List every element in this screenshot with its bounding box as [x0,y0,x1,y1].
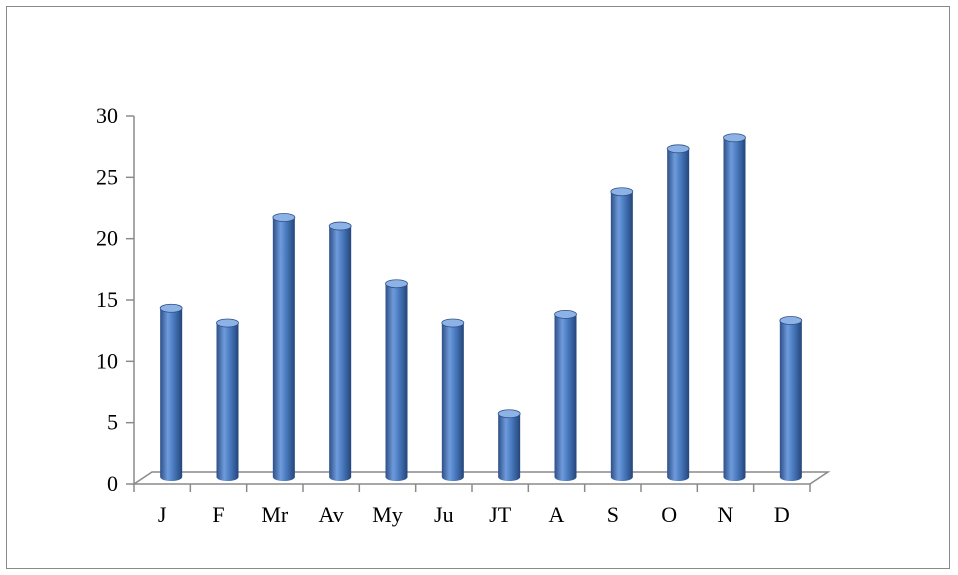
bar-Av [328,221,352,481]
bar-top-Mr [272,213,296,222]
x-tick-label-O: O [661,502,677,527]
bars [159,133,803,482]
bar-body-Mr [272,217,295,481]
x-tick-label-N: N [718,502,734,527]
bar-body-Ju [441,322,464,481]
bar-top-J [159,303,183,313]
bar-top-F [216,318,239,328]
bar-body-Av [329,226,352,481]
x-tick-label-My: My [372,502,403,527]
x-tick-label-Av: Av [319,502,344,527]
bar-top-Ju [441,318,465,328]
y-tick-label-15: 15 [96,287,118,312]
y-tick-label-20: 20 [96,226,118,251]
tick-labels: 0 5 10 15 20 25 30 J F Mr Av My Ju JT A S O N D [96,103,790,527]
bar-top-D [779,316,803,325]
bar-J [159,303,183,481]
bar-JT [497,409,521,482]
bar-body-JT [498,413,521,482]
bar-N [723,133,746,481]
x-tick-label-Mr: Mr [261,502,289,527]
x-tick-label-D: D [774,502,790,527]
bar-top-S [610,187,634,197]
bar-body-F [216,322,239,481]
bar-F [216,318,239,481]
bar-O [666,144,690,482]
bar-Mr [272,213,296,481]
bar-body-O [667,148,690,482]
bar-D [779,316,803,481]
y-tick-label-5: 5 [107,410,118,435]
bar-top-O [666,144,690,154]
x-tick-label-J: J [158,502,167,527]
bar-top-My [385,279,408,289]
x-tick-label-A: A [549,502,565,527]
bar-top-A [554,309,577,319]
bar-A [554,309,577,481]
bar-body-D [779,320,802,481]
bar-body-N [723,137,746,481]
y-tick-label-25: 25 [96,164,118,189]
y-tick-label-30: 30 [96,103,118,128]
bar-body-A [554,314,577,481]
bar-body-S [610,191,633,481]
bar-body-J [160,308,183,481]
bar-body-My [385,283,408,481]
bar-My [385,279,408,481]
y-tick-label-0: 0 [107,471,118,496]
x-tick-label-S: S [607,502,619,527]
bar-top-N [723,133,746,143]
x-tick-label-F: F [212,502,224,527]
y-tick-label-10: 10 [96,348,118,373]
x-tick-label-JT: JT [489,502,512,527]
axes [126,115,831,492]
bar-top-Av [328,221,352,231]
bar-S [610,187,634,481]
bar-Ju [441,318,465,481]
x-tick-label-Ju: Ju [434,502,454,527]
bar-top-JT [497,409,521,419]
